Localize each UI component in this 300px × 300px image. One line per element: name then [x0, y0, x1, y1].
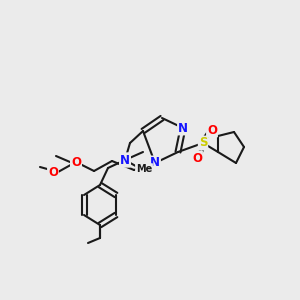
Text: O: O — [207, 124, 217, 136]
Text: O: O — [48, 166, 58, 178]
Text: O: O — [71, 155, 81, 169]
Text: N: N — [178, 122, 188, 134]
Text: S: S — [199, 136, 207, 149]
Text: O: O — [192, 152, 202, 164]
Text: O: O — [71, 155, 81, 169]
Text: N: N — [120, 154, 130, 166]
Text: N: N — [150, 157, 160, 169]
Text: Me: Me — [136, 164, 152, 174]
Text: N: N — [120, 154, 130, 166]
